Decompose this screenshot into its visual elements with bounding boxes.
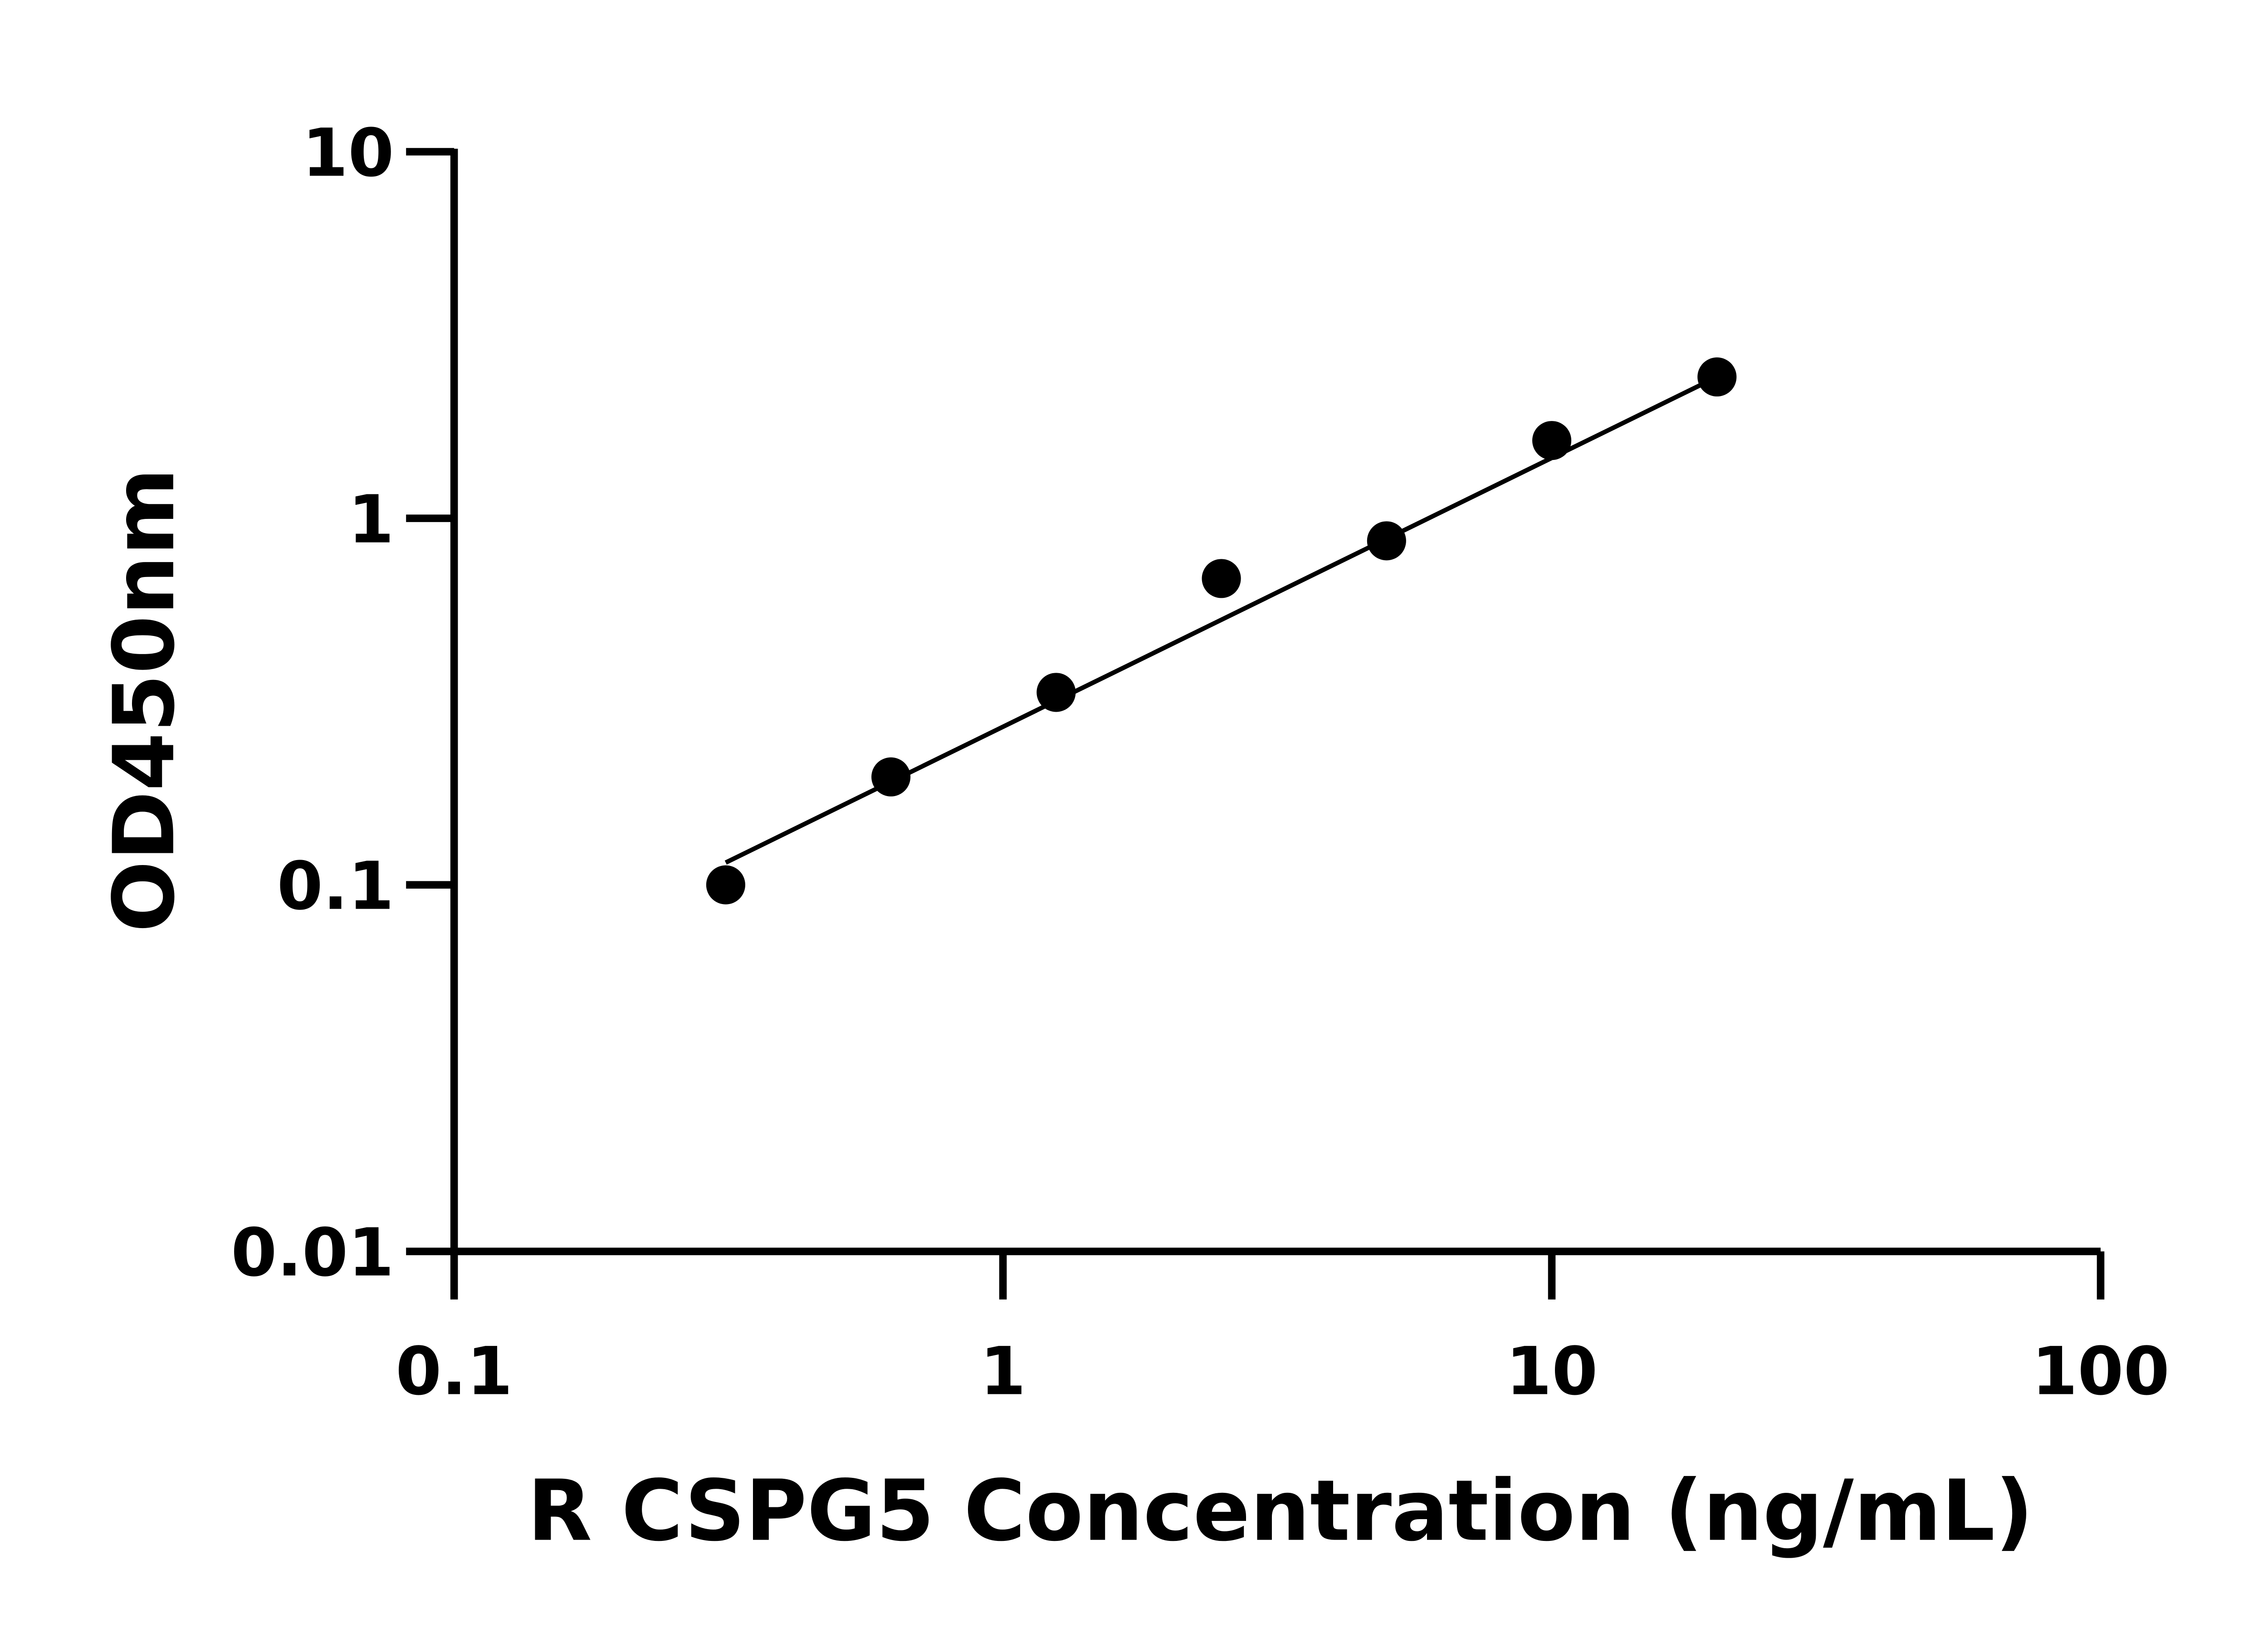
x-tick-label: 1 — [980, 1333, 1026, 1410]
data-point — [1532, 421, 1572, 460]
x-tick-label: 100 — [2032, 1333, 2170, 1410]
y-tick-label: 1 — [348, 482, 394, 558]
data-point — [1367, 521, 1406, 561]
x-tick-label: 10 — [1506, 1333, 1598, 1410]
y-tick-label: 0.1 — [277, 848, 394, 925]
y-tick-label: 10 — [302, 115, 394, 191]
y-tick-label: 0.01 — [231, 1215, 394, 1291]
y-axis-label: OD450nm — [95, 468, 193, 932]
data-point — [706, 865, 745, 905]
x-axis-label: R CSPG5 Concentration (ng/mL) — [527, 1462, 2033, 1560]
x-tick-label: 0.1 — [396, 1333, 513, 1410]
data-point — [871, 757, 911, 797]
data-points — [706, 357, 1737, 905]
data-point — [1036, 673, 1076, 712]
data-point — [1202, 559, 1241, 598]
data-point — [1697, 357, 1737, 397]
